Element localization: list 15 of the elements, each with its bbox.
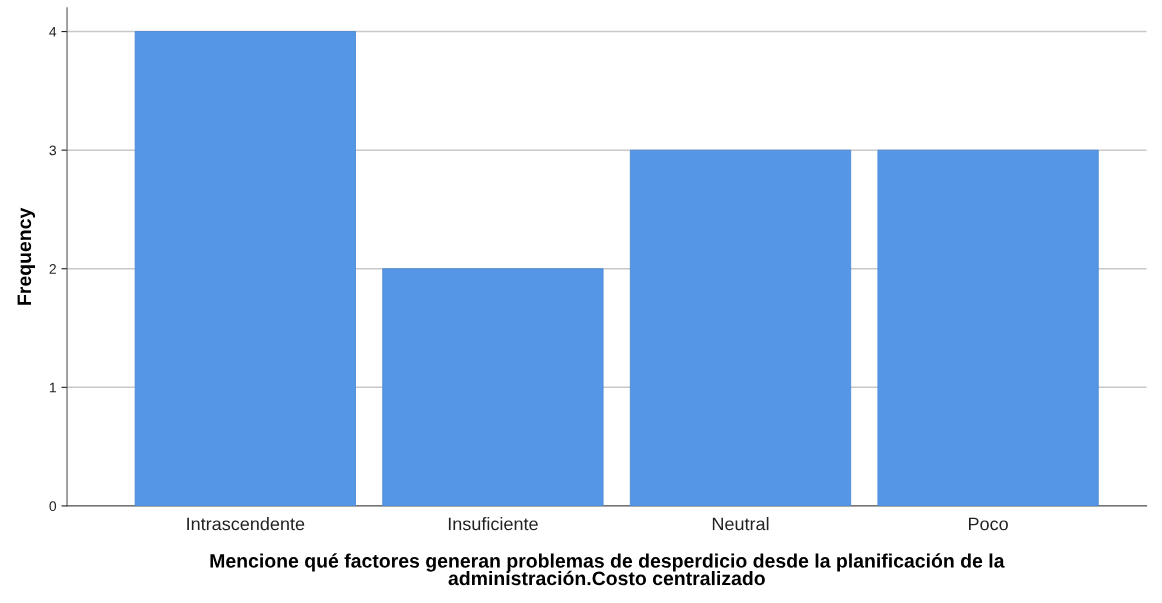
x-tick-label: Insuficiente: [448, 517, 538, 531]
bar: [877, 149, 1099, 506]
x-axis-title: Mencione qué factores generan problemas de desperdicio desde la planificación de la administración.Costo centralizado: [210, 553, 1005, 586]
y-tick-label: 2: [49, 264, 56, 274]
y-tick-label: 0: [49, 501, 57, 512]
y-tick-label: 3: [49, 145, 57, 156]
x-tick-label: Neutral: [712, 517, 769, 531]
y-tick-label: 4: [49, 27, 57, 37]
x-tick-label: Intrascendente: [187, 517, 305, 531]
bar: [382, 268, 604, 506]
bar: [134, 31, 356, 506]
y-axis-title: Frequency: [17, 207, 36, 305]
x-tick-label: Poco: [968, 517, 1008, 531]
y-tick-label: 1: [49, 382, 56, 393]
bar: [629, 149, 852, 506]
